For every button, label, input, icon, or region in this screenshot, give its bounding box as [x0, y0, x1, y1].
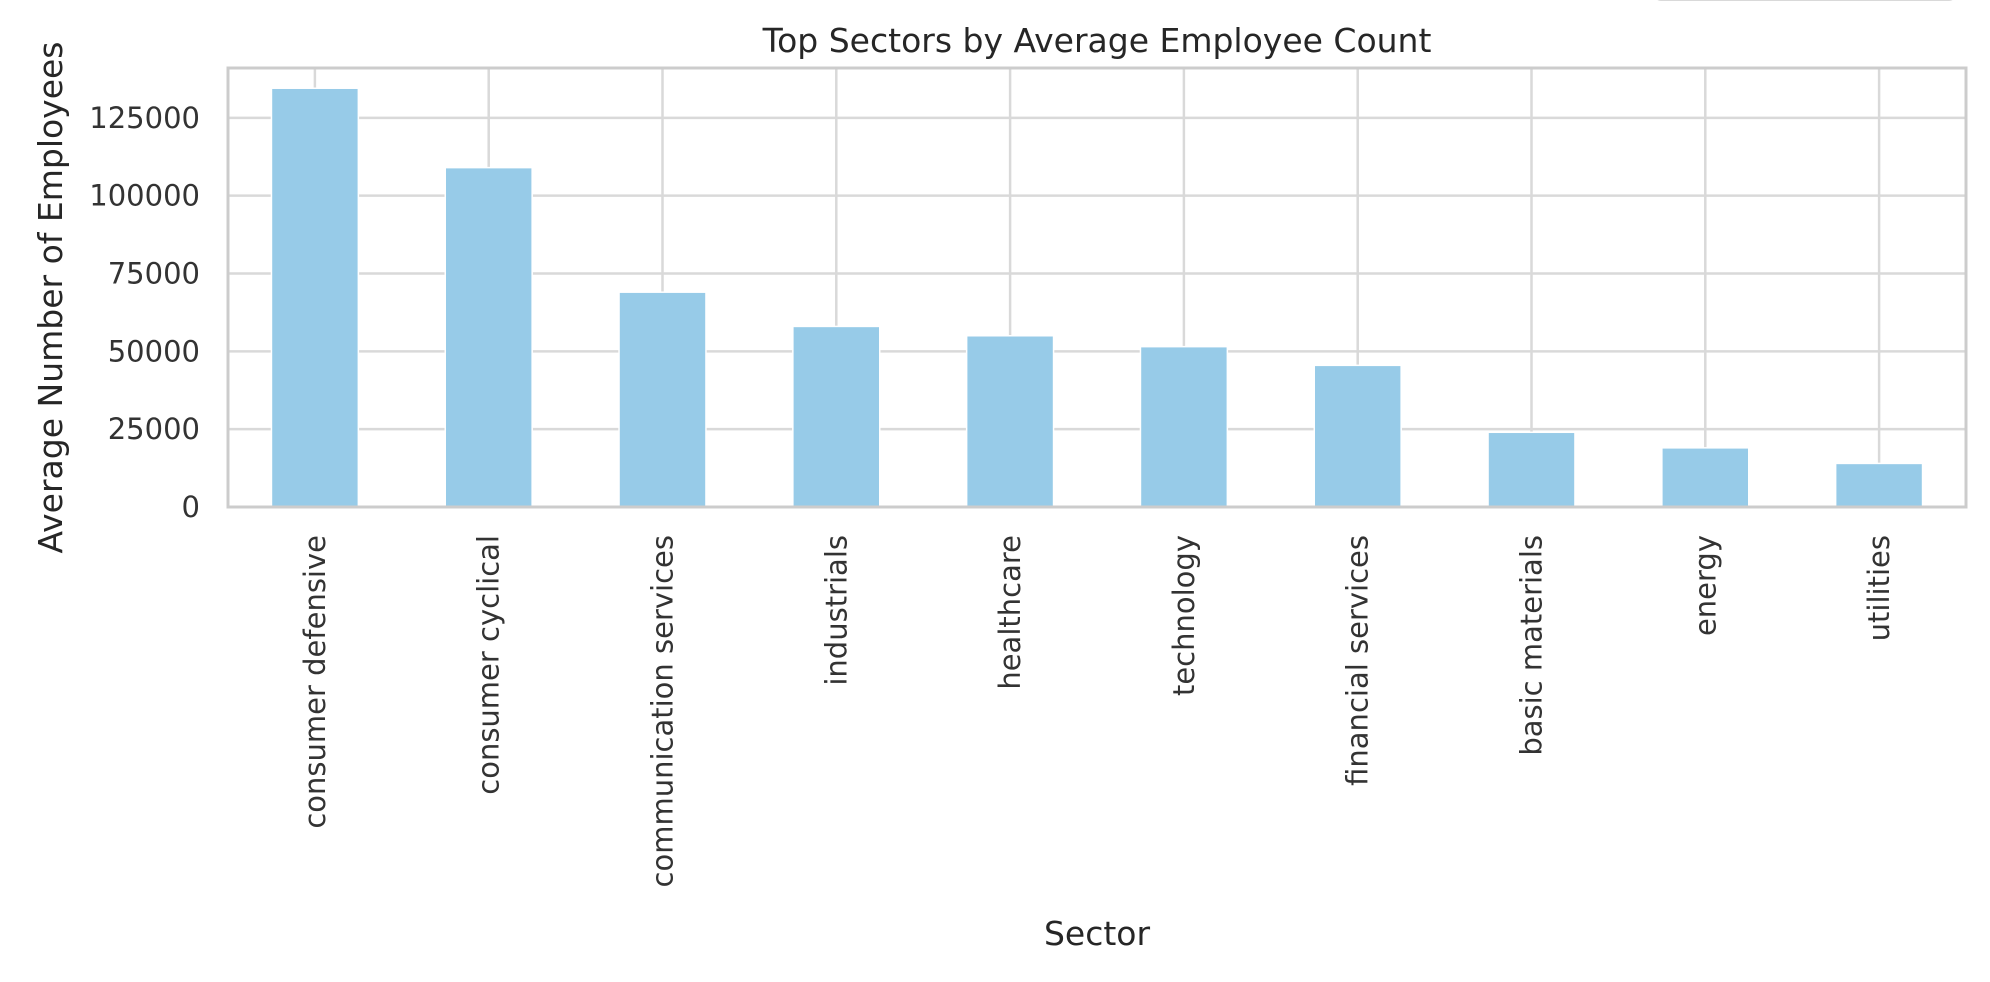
x-axis-label: Sector — [1044, 914, 1151, 953]
bar-financial-services — [1313, 364, 1402, 508]
axes-frame — [226, 66, 1968, 509]
y-tick-label: 125000 — [89, 101, 200, 135]
bar-technology — [1139, 345, 1229, 508]
x-tick-label: consumer defensive — [298, 535, 332, 829]
x-tick-label: communication services — [646, 535, 680, 887]
x-tick-label: basic materials — [1515, 535, 1549, 756]
y-tick-labels: 0 25000 50000 75000 100000 125000 — [89, 101, 200, 524]
y-tick-label: 0 — [182, 490, 200, 524]
x-tick-label: consumer cyclical — [472, 535, 506, 795]
x-tick-labels: consumer defensive consumer cyclical commu… — [298, 535, 1896, 887]
bar-utilities — [1834, 462, 1924, 508]
y-axis-label: Average Number of Employees — [31, 42, 70, 554]
bar-industrials — [792, 325, 881, 508]
bars — [270, 87, 1924, 508]
x-tick-label: financial services — [1341, 535, 1375, 786]
bar-basic-materials — [1487, 431, 1576, 508]
y-tick-label: 25000 — [108, 412, 200, 446]
bar-consumer-defensive — [270, 87, 360, 508]
x-tick-label: utilities — [1862, 535, 1896, 641]
y-tick-label: 75000 — [108, 256, 200, 290]
y-tick-label: 50000 — [108, 334, 200, 368]
x-tick-label: energy — [1688, 535, 1722, 636]
bar-communication-services — [618, 291, 707, 508]
x-tick-label: industrials — [819, 535, 853, 686]
bar-energy — [1661, 447, 1750, 508]
chart-title: Top Sectors by Average Employee Count — [762, 21, 1432, 60]
y-tick-label: 100000 — [89, 179, 200, 213]
x-tick-label: technology — [1167, 535, 1201, 696]
x-tick-label: healthcare — [993, 535, 1027, 690]
bar-healthcare — [965, 335, 1055, 508]
bar-consumer-cyclical — [444, 166, 533, 508]
